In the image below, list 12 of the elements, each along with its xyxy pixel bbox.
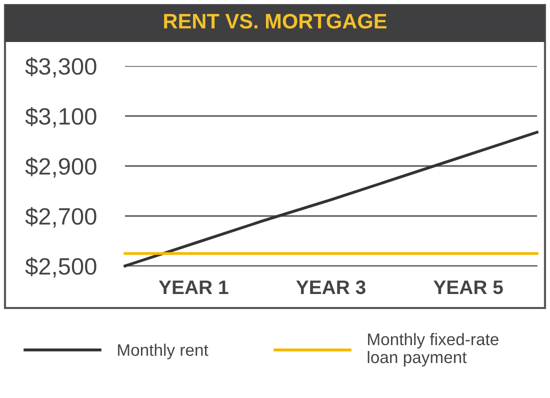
chart-title: RENT VS. MORTGAGE [164, 14, 386, 29]
x-tick-label: YEAR 1 [158, 280, 228, 294]
y-tick-label: $2,500 [25, 257, 96, 278]
y-tick-label: $2,900 [25, 157, 96, 178]
line-series [124, 130, 538, 268]
legend-label: Monthly rent [118, 344, 208, 360]
legend-label: Monthly fixed-rate loan payment [368, 333, 498, 366]
y-tick-label: $3,100 [25, 107, 96, 128]
y-tick-label: $3,300 [25, 57, 96, 78]
x-tick-label: YEAR 5 [434, 280, 503, 294]
x-tick-label: YEAR 3 [296, 280, 366, 294]
y-tick-label: $2,700 [25, 207, 96, 228]
